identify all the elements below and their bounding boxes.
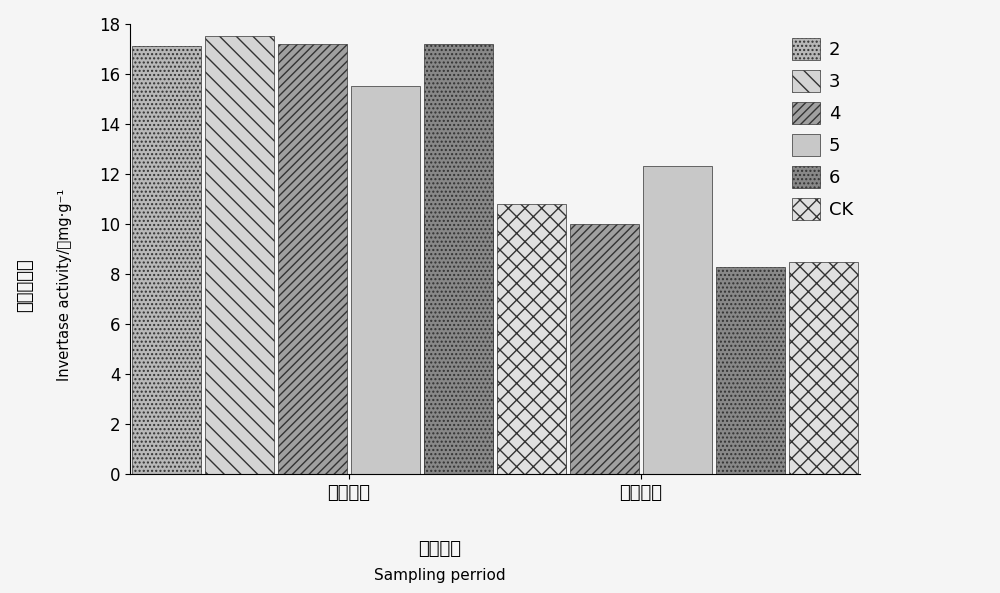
Bar <box>716 267 785 474</box>
Text: Sampling perriod: Sampling perriod <box>374 568 506 583</box>
Bar <box>424 214 493 474</box>
Bar <box>424 44 493 474</box>
Bar <box>497 324 566 474</box>
Bar <box>351 87 420 474</box>
Text: Invertase activity/（mg·g⁻¹: Invertase activity/（mg·g⁻¹ <box>57 189 72 381</box>
Legend: 2, 3, 4, 5, 6, CK: 2, 3, 4, 5, 6, CK <box>787 33 858 225</box>
Text: 蔗糖酶活性: 蔗糖酶活性 <box>16 258 34 311</box>
Bar <box>497 204 566 474</box>
Text: 采样时期: 采样时期 <box>418 540 462 557</box>
Bar <box>789 262 858 474</box>
Bar <box>643 167 712 474</box>
Bar <box>205 36 274 474</box>
Bar <box>132 46 201 474</box>
Bar <box>570 224 639 474</box>
Bar <box>278 44 347 474</box>
